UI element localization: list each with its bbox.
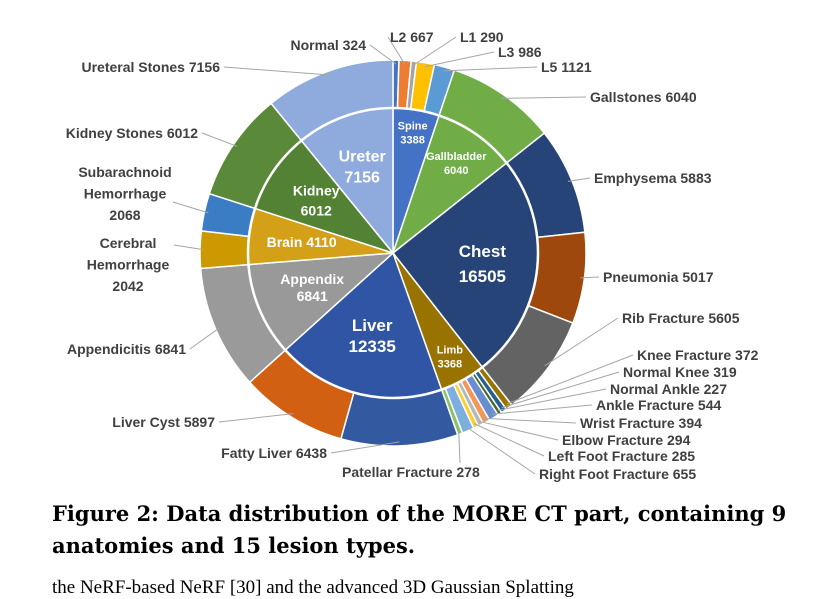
outer-label-ureteral-stones: Ureteral Stones 7156 (81, 59, 220, 75)
outer-label-cerebral-hemorrhage: Cerebral Hemorrhage 2042 (87, 235, 170, 294)
outer-label-right-foot-fracture: Right Foot Fracture 655 (539, 466, 696, 482)
outer-label-pneumonia: Pneumonia 5017 (603, 269, 714, 285)
leader-line (506, 354, 634, 405)
leader-line (491, 404, 593, 415)
leader-line (478, 420, 559, 441)
inner-label-kidney: Kidney 6012 (293, 182, 340, 218)
leader-line (173, 244, 205, 251)
outer-label-liver-cyst: Liver Cyst 5897 (112, 414, 215, 430)
leader-line (223, 66, 330, 76)
outer-label-rib-fracture: Rib Fracture 5605 (622, 310, 740, 326)
body-text-clipped: the NeRF-based NeRF [30] and the advance… (52, 577, 574, 598)
outer-label-normal: Normal 324 (291, 37, 367, 53)
outer-label-fatty-liver: Fatty Liver 6438 (221, 445, 327, 461)
leader-line (484, 417, 577, 424)
outer-label-kidney-stones: Kidney Stones 6012 (66, 125, 198, 141)
outer-label-l5: L5 1121 (541, 59, 592, 75)
inner-label-ureter: Ureter 7156 (339, 148, 386, 186)
outer-slice-cerebral-hemorrhage (199, 230, 250, 270)
outer-label-normal-ankle: Normal Ankle 227 (610, 381, 727, 397)
leader-line (201, 132, 238, 147)
leader-line (330, 441, 400, 454)
leader-line (189, 327, 220, 350)
inner-label-gallbladder: Gallbladder 6040 (426, 151, 487, 177)
outer-label-emphysema: Emphysema 5883 (594, 170, 712, 186)
leader-line (466, 426, 536, 475)
inner-label-appendix: Appendix 6841 (280, 271, 344, 304)
leader-line (474, 423, 545, 457)
outer-label-elbow-fracture: Elbow Fracture 294 (562, 432, 691, 448)
outer-label-knee-fracture: Knee Fracture 372 (637, 347, 759, 363)
leader-line (424, 51, 495, 68)
outer-label-normal-knee: Normal Knee 319 (623, 364, 737, 380)
outer-label-gallstones: Gallstones 6040 (590, 89, 697, 105)
leader-line (580, 276, 600, 279)
outer-label-l1: L1 290 (460, 29, 504, 45)
leader-line (369, 44, 397, 65)
outer-label-l2: L2 667 (390, 29, 434, 45)
leader-line (172, 201, 209, 214)
outer-label-ankle-fracture: Ankle Fracture 544 (596, 397, 721, 413)
outer-label-l3: L3 986 (498, 44, 542, 60)
outer-label-appendicitis: Appendicitis 6841 (67, 341, 186, 357)
leader-line (458, 430, 461, 464)
outer-label-wrist-fracture: Wrist Fracture 394 (580, 415, 702, 431)
leader-line (497, 388, 607, 411)
outer-label-patellar-fracture: Patellar Fracture 278 (342, 464, 480, 480)
leader-line (387, 36, 406, 65)
leader-line (544, 317, 619, 367)
leader-line (443, 66, 538, 72)
inner-label-brain: Brain 4110 (267, 234, 337, 250)
sunburst-chart: Spine 3388 Gallbladder 6040 Chest 16505 Limb 33… (66, 29, 759, 482)
ring-separator (246, 106, 540, 400)
outer-label-subarachnoid-hemorrhage: Subarachnoid Hemorrhage 2068 (78, 164, 171, 223)
leader-line (501, 371, 620, 409)
leader-line (501, 96, 587, 99)
inner-label-liver: Liver 12335 (349, 316, 396, 356)
inner-label-chest: Chest 16505 (459, 242, 507, 286)
figure-caption: Figure 2: Data distribution of the MORE … (52, 501, 787, 558)
inner-label-limb: Limb 3368 (437, 344, 464, 370)
leader-line (218, 413, 294, 423)
leader-line (413, 36, 457, 66)
inner-label-spine: Spine 3388 (398, 120, 428, 146)
leader-line (567, 177, 591, 182)
outer-label-left-foot-fracture: Left Foot Fracture 285 (548, 448, 695, 464)
